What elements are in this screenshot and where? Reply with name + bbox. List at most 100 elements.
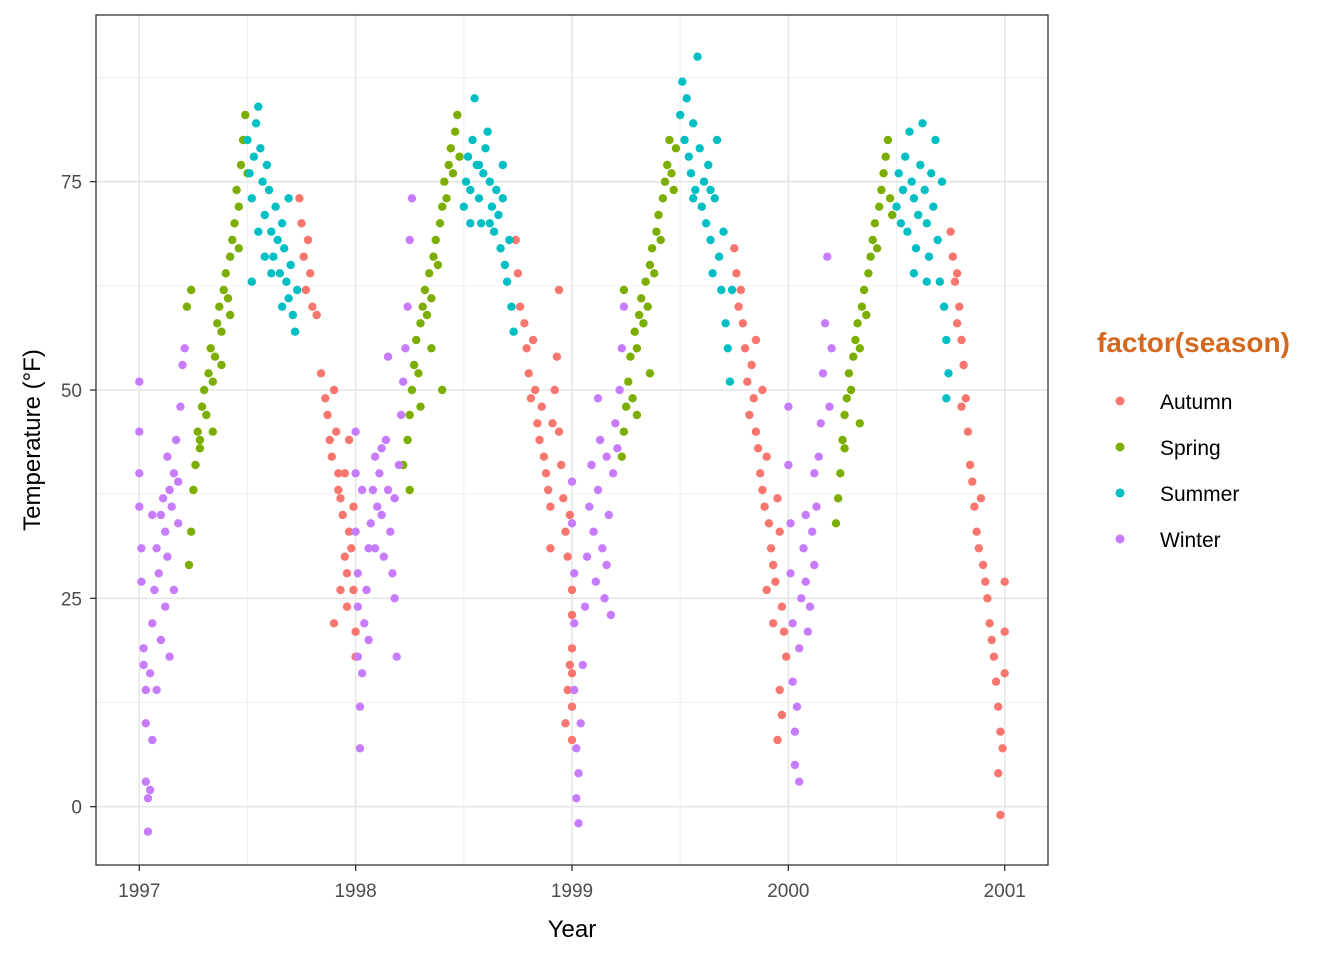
data-point-summer bbox=[909, 269, 919, 278]
data-point-summer bbox=[260, 210, 269, 220]
data-point-summer bbox=[944, 369, 953, 378]
y-axis-title: Temperature (°F) bbox=[19, 349, 46, 531]
data-point-winter bbox=[381, 435, 391, 445]
data-point-autumn bbox=[983, 594, 992, 603]
data-point-spring bbox=[868, 235, 877, 245]
data-point-winter bbox=[139, 644, 148, 653]
data-point-autumn bbox=[299, 252, 308, 261]
data-point-spring bbox=[431, 235, 440, 245]
data-point-autumn bbox=[342, 602, 352, 611]
data-point-summer bbox=[691, 185, 700, 195]
data-point-winter bbox=[593, 485, 603, 495]
data-point-winter bbox=[407, 194, 417, 203]
data-point-summer bbox=[903, 227, 912, 236]
data-point-summer bbox=[942, 394, 951, 403]
data-point-spring bbox=[453, 110, 462, 120]
data-point-spring bbox=[621, 402, 631, 411]
data-point-winter bbox=[814, 452, 823, 461]
data-point-autumn bbox=[336, 585, 345, 595]
data-point-summer bbox=[907, 177, 916, 186]
data-point-winter bbox=[377, 510, 386, 520]
data-point-spring bbox=[448, 169, 458, 178]
data-point-autumn bbox=[777, 602, 787, 611]
data-point-winter bbox=[165, 652, 174, 661]
data-point-autumn bbox=[952, 319, 962, 328]
data-point-winter bbox=[619, 302, 629, 311]
data-point-autumn bbox=[738, 319, 748, 328]
data-point-winter bbox=[602, 560, 611, 570]
data-point-autumn bbox=[526, 394, 536, 403]
data-point-winter bbox=[137, 577, 146, 586]
data-point-autumn bbox=[751, 427, 761, 436]
data-point-spring bbox=[405, 485, 414, 495]
data-point-winter bbox=[167, 502, 176, 511]
data-point-spring bbox=[414, 369, 423, 378]
data-point-autumn bbox=[334, 469, 343, 478]
data-point-autumn bbox=[946, 227, 955, 236]
data-point-winter bbox=[379, 552, 388, 561]
data-point-summer bbox=[485, 219, 494, 228]
data-point-spring bbox=[187, 285, 196, 295]
data-point-summer bbox=[905, 127, 914, 136]
data-point-autumn bbox=[351, 627, 360, 636]
data-point-spring bbox=[652, 227, 661, 236]
data-point-summer bbox=[271, 202, 280, 211]
data-point-winter bbox=[353, 569, 362, 578]
data-point-winter bbox=[797, 594, 806, 603]
legend-key-summer bbox=[1115, 488, 1125, 498]
x-tick-label: 2001 bbox=[984, 881, 1026, 902]
data-point-spring bbox=[208, 427, 217, 436]
data-point-winter bbox=[396, 410, 406, 420]
data-point-summer bbox=[898, 185, 908, 195]
data-point-spring bbox=[628, 394, 637, 403]
data-point-summer bbox=[927, 169, 936, 178]
data-point-autumn bbox=[974, 544, 983, 553]
data-point-spring bbox=[193, 427, 202, 436]
x-tick-label: 1997 bbox=[118, 881, 160, 902]
data-point-winter bbox=[152, 544, 161, 553]
data-point-winter bbox=[608, 469, 618, 478]
data-point-autumn bbox=[957, 402, 966, 411]
data-point-spring bbox=[619, 285, 629, 295]
data-point-spring bbox=[859, 285, 869, 295]
data-point-summer bbox=[262, 160, 272, 170]
data-point-autumn bbox=[565, 660, 574, 670]
data-point-spring bbox=[624, 377, 633, 386]
data-point-summer bbox=[911, 244, 921, 253]
data-point-winter bbox=[401, 344, 410, 353]
data-point-spring bbox=[217, 360, 226, 370]
data-point-winter bbox=[145, 785, 155, 795]
data-point-winter bbox=[810, 469, 819, 478]
data-point-winter bbox=[820, 319, 830, 328]
data-point-summer bbox=[706, 235, 715, 245]
data-point-spring bbox=[639, 319, 648, 328]
data-point-spring bbox=[234, 202, 243, 211]
data-point-summer bbox=[929, 202, 938, 211]
data-point-summer bbox=[909, 194, 919, 203]
data-point-summer bbox=[701, 219, 711, 228]
data-point-summer bbox=[247, 277, 256, 286]
data-point-autumn bbox=[559, 494, 568, 503]
data-point-winter bbox=[169, 585, 179, 595]
data-point-winter bbox=[163, 452, 172, 461]
data-point-spring bbox=[455, 152, 464, 161]
y-tick-label: 50 bbox=[61, 381, 82, 402]
data-point-winter bbox=[364, 544, 373, 553]
legend-key-autumn bbox=[1115, 396, 1125, 406]
data-point-spring bbox=[182, 302, 192, 311]
data-point-autumn bbox=[769, 619, 778, 628]
data-point-autumn bbox=[1000, 669, 1009, 678]
data-point-summer bbox=[245, 169, 254, 178]
x-tick-label: 1999 bbox=[551, 881, 593, 902]
data-point-summer bbox=[892, 202, 901, 211]
data-point-autumn bbox=[342, 569, 352, 578]
data-point-summer bbox=[273, 235, 282, 245]
data-point-autumn bbox=[952, 269, 962, 278]
data-point-autumn bbox=[349, 585, 358, 595]
data-point-spring bbox=[219, 285, 228, 295]
data-point-autumn bbox=[308, 302, 317, 311]
data-point-winter bbox=[351, 469, 360, 478]
data-point-summer bbox=[727, 285, 737, 295]
data-point-spring bbox=[210, 352, 220, 361]
data-point-summer bbox=[689, 194, 698, 203]
